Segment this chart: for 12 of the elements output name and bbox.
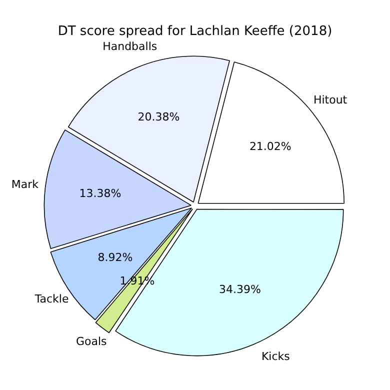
data-label: 20.38% (138, 110, 180, 124)
data-label: 34.39% (218, 282, 261, 296)
slice-label: Hitout (313, 94, 348, 107)
data-label: 8.92% (98, 251, 133, 264)
data-label: 13.38% (79, 187, 122, 200)
chart-title: DT score spread for Lachlan Keeffe (2018) (58, 24, 332, 40)
data-label: 21.02% (249, 140, 292, 154)
slice-label: Handballs (102, 40, 158, 54)
slice-label: Tackle (34, 292, 69, 306)
slice-label: Mark (11, 178, 40, 192)
slice-label: Goals (76, 335, 107, 348)
slice-label: Kicks (261, 350, 290, 363)
